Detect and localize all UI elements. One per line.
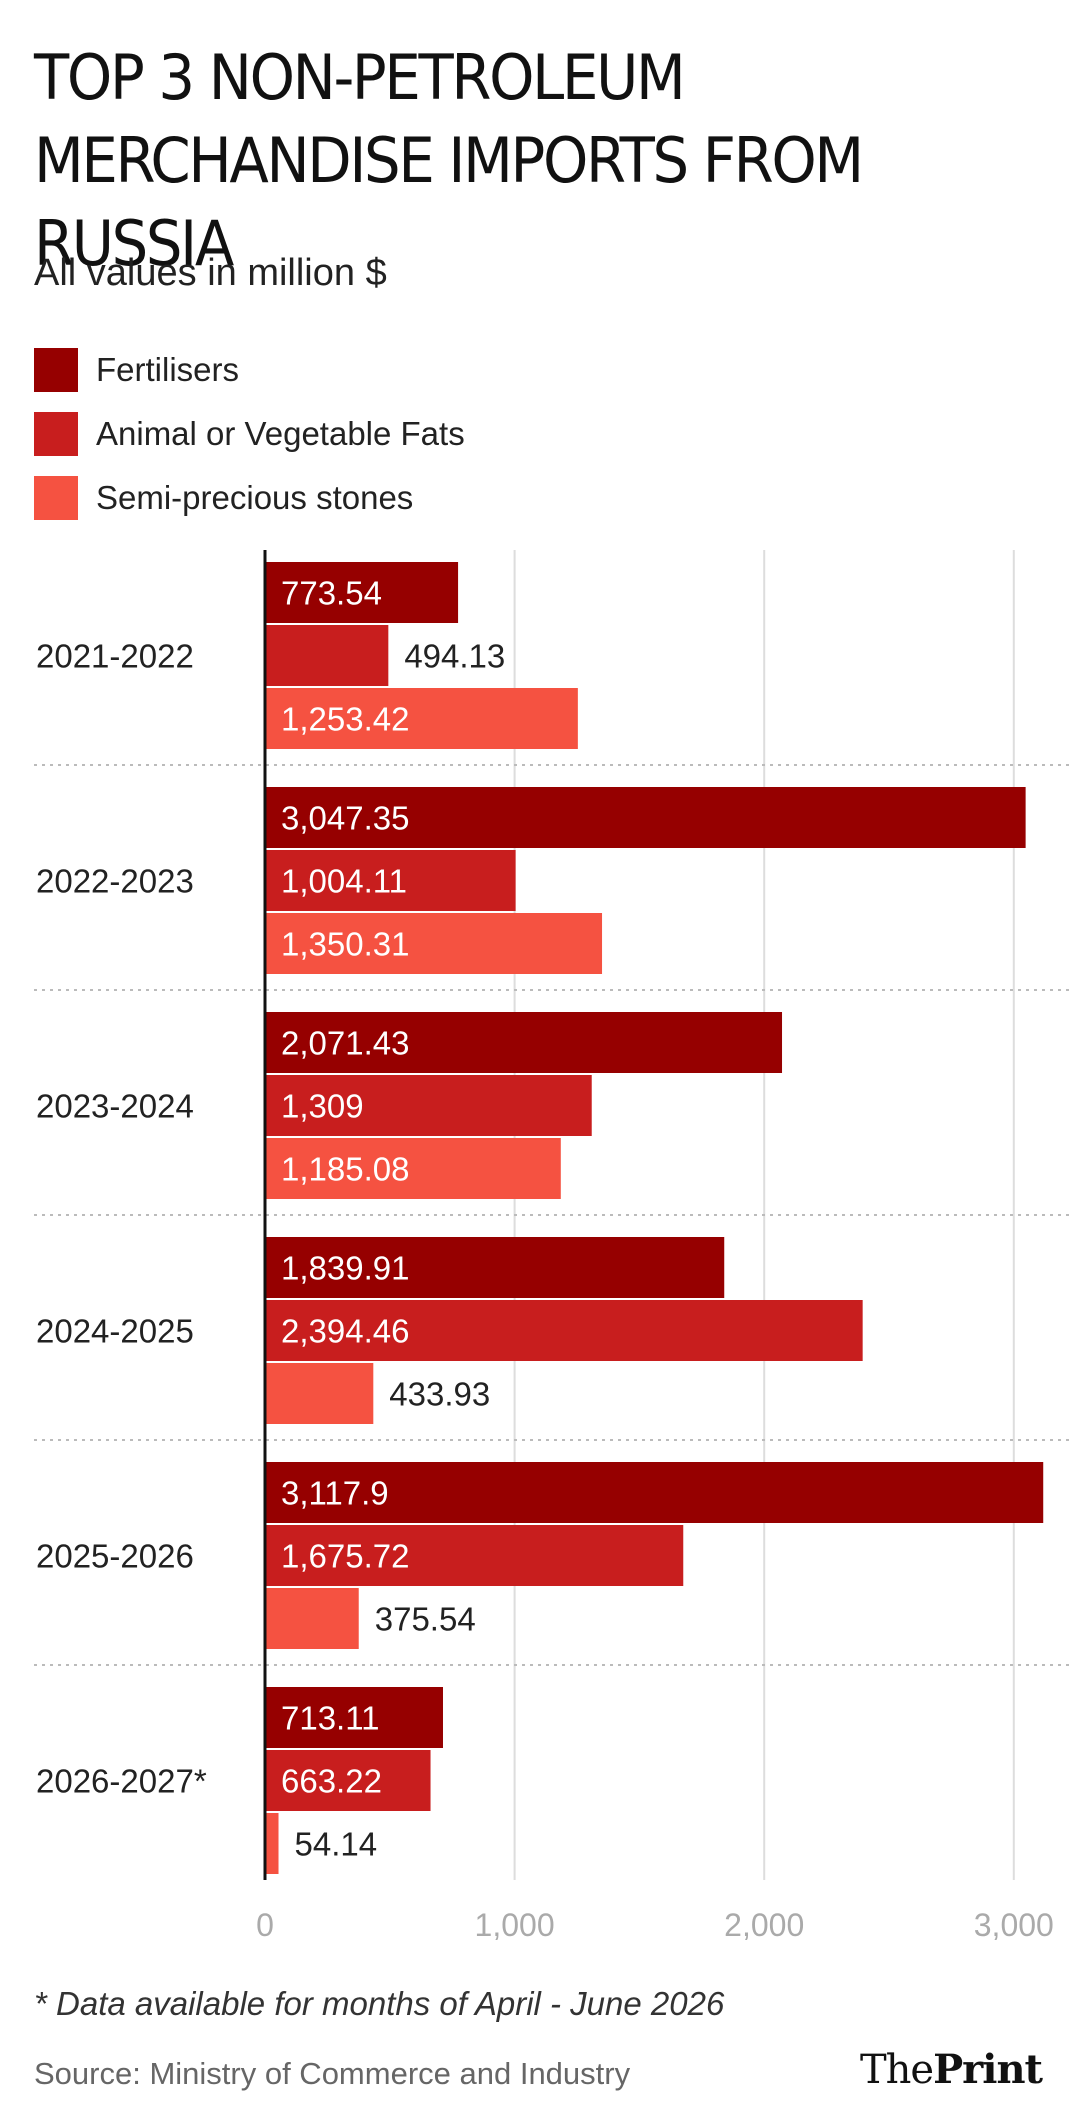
chart-subtitle: All values in million $ — [34, 252, 387, 294]
bar — [265, 1012, 783, 1073]
footnote: * Data available for months of April - J… — [34, 1985, 725, 2022]
data-label: 433.93 — [389, 1376, 490, 1413]
data-label: 773.54 — [281, 575, 382, 612]
bar — [265, 1588, 359, 1649]
bar — [265, 688, 578, 749]
data-label: 1,004.11 — [281, 863, 407, 900]
legend-label-fats: Animal or Vegetable Fats — [96, 415, 465, 452]
legend-swatch-fats — [34, 412, 78, 456]
category-label: 2023-2024 — [36, 1088, 194, 1125]
bar-chart: 2021-2022 773.54 494.13 1,253.42 2022-2023 3,… — [34, 550, 1070, 1940]
bar — [265, 1138, 561, 1199]
bar — [265, 787, 1026, 848]
data-label: 494.13 — [404, 638, 505, 675]
bar — [265, 1750, 431, 1811]
legend-swatch-stones — [34, 476, 78, 520]
bar — [265, 1237, 725, 1298]
logo-print: Print — [933, 2046, 1043, 2093]
category-label: 2021-2022 — [36, 638, 194, 675]
logo-the: The — [859, 2047, 934, 2093]
bar — [265, 1525, 684, 1586]
source-note: Source: Ministry of Commerce and Industr… — [34, 2056, 631, 2091]
category-label: 2022-2023 — [36, 863, 194, 900]
data-label: 3,047.35 — [281, 800, 409, 837]
bar — [265, 1687, 443, 1748]
bar — [265, 1075, 592, 1136]
data-label: 375.54 — [375, 1601, 476, 1638]
data-label: 2,394.46 — [281, 1313, 409, 1350]
data-label: 2,071.43 — [281, 1025, 409, 1062]
chart-title: TOP 3 NON-PETROLEUM MERCHANDISE IMPORTS … — [34, 41, 864, 280]
data-label: 1,675.72 — [281, 1538, 409, 1575]
bar — [265, 1462, 1044, 1523]
data-label: 1,309 — [281, 1088, 364, 1125]
x-tick-label: 1,000 — [475, 1907, 555, 1940]
legend-item-fertilisers: Fertilisers — [34, 338, 465, 402]
data-label: 1,839.91 — [281, 1250, 409, 1287]
data-label: 713.11 — [281, 1700, 379, 1737]
legend-swatch-fertilisers — [34, 348, 78, 392]
x-tick-label: 2,000 — [724, 1907, 804, 1940]
x-tick-label: 0 — [256, 1907, 274, 1940]
data-label: 1,350.31 — [281, 926, 409, 963]
legend: Fertilisers Animal or Vegetable Fats Sem… — [34, 338, 465, 530]
legend-label-fertilisers: Fertilisers — [96, 351, 240, 388]
bar — [265, 1363, 374, 1424]
data-label: 1,253.42 — [281, 701, 409, 738]
data-label: 3,117.9 — [281, 1475, 389, 1512]
bar — [265, 625, 389, 686]
category-label: 2026-2027* — [36, 1763, 207, 1800]
data-label: 663.22 — [281, 1763, 382, 1800]
bar — [265, 850, 516, 911]
legend-item-fats: Animal or Vegetable Fats — [34, 402, 465, 466]
data-label: 1,185.08 — [281, 1151, 409, 1188]
bar — [265, 1813, 279, 1874]
bar — [265, 1300, 863, 1361]
bar — [265, 562, 459, 623]
x-tick-label: 3,000 — [974, 1907, 1054, 1940]
bar — [265, 913, 603, 974]
category-label: 2025-2026 — [36, 1538, 194, 1575]
legend-item-stones: Semi-precious stones — [34, 466, 465, 530]
data-label: 54.14 — [295, 1826, 378, 1863]
legend-label-stones: Semi-precious stones — [96, 479, 414, 516]
category-label: 2024-2025 — [36, 1313, 194, 1350]
theprint-logo: ThePrint — [859, 2046, 1043, 2093]
